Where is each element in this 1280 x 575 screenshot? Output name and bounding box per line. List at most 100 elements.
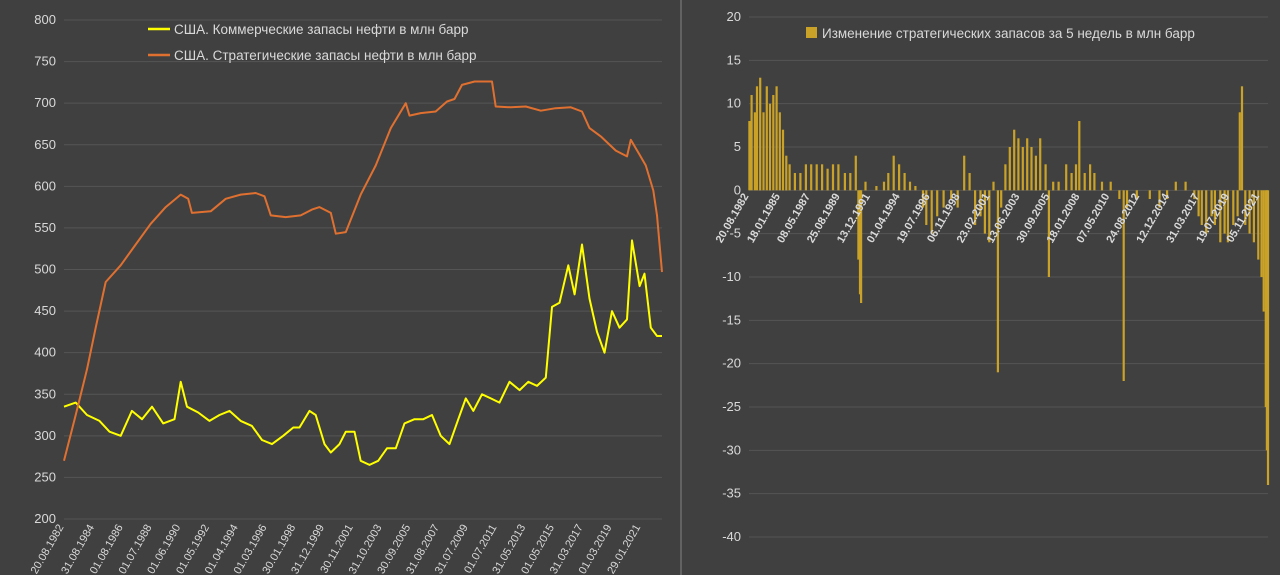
bar	[793, 173, 796, 191]
bar	[925, 190, 928, 225]
bar	[1200, 190, 1203, 225]
bar	[1078, 121, 1081, 191]
bar	[821, 164, 824, 191]
bar	[785, 155, 788, 191]
bar	[979, 190, 982, 217]
bar	[1226, 190, 1229, 243]
bar	[1021, 147, 1024, 191]
bar	[778, 112, 781, 191]
bar	[1174, 181, 1177, 191]
y-tick-label: 450	[34, 303, 56, 318]
bar	[843, 173, 846, 191]
bar	[992, 181, 995, 191]
y-tick-label: 5	[734, 139, 741, 154]
bar	[1219, 190, 1222, 243]
bar	[1039, 138, 1042, 191]
bar	[1083, 173, 1086, 191]
y-tick-label: -15	[722, 312, 741, 327]
bar	[1125, 190, 1129, 208]
bar	[1074, 164, 1078, 191]
bar	[1052, 181, 1055, 191]
bar	[1004, 164, 1007, 191]
bar	[810, 164, 813, 191]
bar	[996, 190, 999, 373]
bar	[1122, 190, 1125, 381]
bar	[1197, 190, 1200, 217]
bar	[826, 168, 829, 191]
bar	[748, 121, 751, 191]
bar	[1236, 190, 1239, 217]
bar	[860, 190, 863, 303]
y-tick-label: 0	[734, 182, 741, 197]
y-tick-label: -30	[722, 442, 741, 457]
bar	[1030, 147, 1033, 191]
bar	[1257, 190, 1260, 260]
bar	[768, 103, 772, 191]
bar	[892, 155, 895, 191]
bar	[974, 190, 977, 225]
bar	[1184, 181, 1187, 191]
y-tick-label: -20	[722, 356, 741, 371]
bar	[857, 190, 860, 260]
bar	[1158, 190, 1161, 208]
bar	[908, 181, 912, 191]
bar	[799, 173, 802, 191]
bar	[1252, 190, 1255, 243]
y-tick-label: 20	[727, 9, 741, 24]
y-tick-label: 10	[727, 96, 741, 111]
series-line-1	[63, 80, 663, 462]
bar	[1248, 190, 1251, 234]
bar	[887, 173, 890, 191]
bar	[1008, 147, 1011, 191]
bar	[1244, 190, 1247, 225]
bar	[942, 190, 945, 208]
bar	[882, 181, 886, 191]
legend-label: США. Коммерческие запасы нефти в млн бар…	[174, 22, 468, 37]
y-tick-label: 350	[34, 386, 56, 401]
bar	[837, 164, 840, 191]
bar	[956, 190, 959, 208]
y-tick-label: 750	[34, 54, 56, 69]
bar	[762, 112, 765, 191]
bar	[1089, 164, 1092, 191]
bar	[1260, 190, 1263, 277]
legend-label: Изменение стратегических запасов за 5 не…	[822, 26, 1195, 41]
bar	[1238, 112, 1241, 191]
bar	[775, 86, 778, 191]
bar	[968, 173, 971, 191]
bar	[983, 190, 986, 234]
bar	[1148, 190, 1151, 199]
y-tick-label: 300	[34, 428, 56, 443]
legend-label: США. Стратегические запасы нефти в млн б…	[174, 48, 476, 63]
bar	[1266, 190, 1270, 486]
y-tick-label: 650	[34, 137, 56, 152]
bar	[1264, 190, 1267, 407]
bar	[1013, 129, 1016, 191]
bar	[765, 86, 768, 191]
bar	[898, 164, 901, 191]
bar	[759, 77, 762, 191]
bar	[903, 173, 906, 191]
bar	[831, 164, 835, 191]
bar	[1044, 164, 1047, 191]
bar	[921, 190, 925, 208]
y-tick-label: 500	[34, 262, 56, 277]
bar	[788, 164, 791, 191]
bar	[815, 164, 818, 191]
bar	[849, 173, 852, 191]
bar	[1210, 190, 1213, 217]
bar	[772, 95, 775, 191]
bar	[864, 181, 867, 191]
bar	[950, 190, 953, 199]
bar	[1118, 190, 1121, 199]
bar	[1093, 173, 1096, 191]
y-tick-label: 250	[34, 469, 56, 484]
bar	[963, 155, 966, 191]
y-tick-label: 800	[34, 12, 56, 27]
bar	[1000, 190, 1003, 208]
bar	[755, 86, 759, 191]
bar	[1223, 190, 1226, 234]
bar	[1100, 181, 1104, 191]
